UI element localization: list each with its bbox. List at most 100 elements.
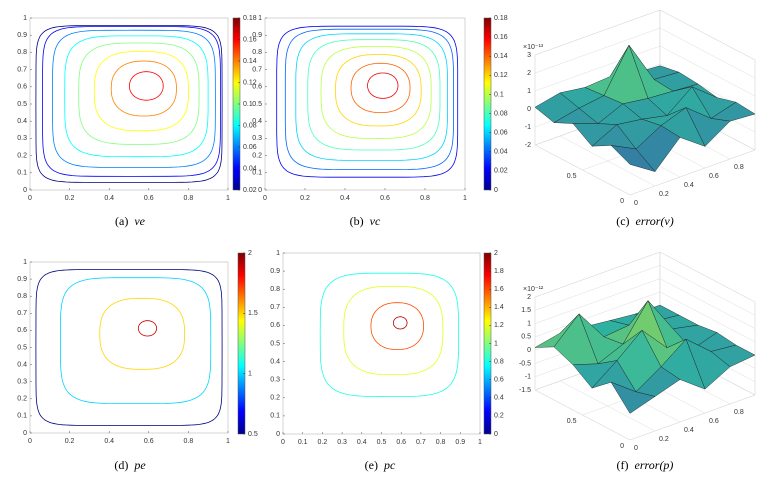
z-tick-label: 1.5 <box>521 307 531 314</box>
colorbar-tick-label: 1.2 <box>494 322 504 329</box>
contour-line <box>52 29 216 168</box>
colorbar-tick-label: 0.1 <box>243 101 253 108</box>
y-tick-label: 0 <box>258 187 262 194</box>
x-tick-label: 0.2 <box>65 438 75 445</box>
colorbar-tick-label: 0 <box>494 187 498 194</box>
contour-line <box>335 54 422 127</box>
caption: (d) pe <box>114 458 146 472</box>
contour-line <box>42 26 221 177</box>
y-tick-label: 0.3 <box>270 377 280 384</box>
y-tick-label: 0.4 <box>270 358 280 365</box>
x-tick-label: 0.3 <box>337 439 347 446</box>
z-tick-label: -1 <box>525 124 531 131</box>
x-tick-label: 0 <box>281 439 285 446</box>
plot-frame <box>29 17 229 191</box>
colorbar-tick-label: 0.08 <box>494 110 508 117</box>
y-tick-label: 0.5 <box>17 344 27 351</box>
caption-label: (c) <box>616 214 629 228</box>
x-tick-label: 0.8 <box>436 439 446 446</box>
x-tick-label: 0.4 <box>684 182 694 189</box>
y-tick-label: 0.6 <box>252 84 262 91</box>
y-tick-label: 0 <box>23 430 27 437</box>
colorbar-tick-label: 0.04 <box>243 165 257 172</box>
y-tick-label: 0.8 <box>17 293 27 300</box>
y-tick-label: 0 <box>276 431 280 438</box>
colorbar-tick-label: 0.16 <box>243 36 257 43</box>
z-tick-label: 2 <box>527 294 531 301</box>
caption: (c) error(v) <box>616 214 674 228</box>
z-tick-label: 1 <box>527 320 531 327</box>
colorbar-tick-label: 2 <box>494 250 498 257</box>
x-tick-label: 0.4 <box>684 427 694 434</box>
y-tick-label: 0.5 <box>17 101 27 108</box>
x-tick-label: 0.6 <box>709 418 719 425</box>
colorbar-tick-label: 2 <box>248 250 252 257</box>
colorbar-tick-label: 0.14 <box>243 58 257 65</box>
grid-line <box>534 251 756 303</box>
caption-name: pe <box>133 458 146 472</box>
contour-line <box>59 277 212 404</box>
y-tick-label: 0.3 <box>252 135 262 142</box>
y-tick-label: 0.6 <box>270 322 280 329</box>
colorbar-tick-label: 0.06 <box>494 130 508 137</box>
contour-line <box>319 272 459 397</box>
colorbar-tick-label: 1.4 <box>494 304 504 311</box>
y-tick-label: 0.5 <box>567 173 577 180</box>
contour-line <box>276 25 459 178</box>
y-tick-label: 0.7 <box>270 304 280 311</box>
x-tick-label: 0.4 <box>357 439 367 446</box>
x-tick-label: 0 <box>634 445 638 452</box>
x-tick-label: 0.2 <box>659 436 669 443</box>
z-tick-label: -1.5 <box>519 387 531 394</box>
y-tick-label: 1 <box>258 15 262 22</box>
colorbar-tick-label: 0.02 <box>243 187 257 194</box>
x-tick-label: 0.4 <box>104 195 114 202</box>
x-tick-label: 0.9 <box>455 439 465 446</box>
x-tick-label: 0.8 <box>420 195 430 202</box>
contour-line <box>284 28 454 170</box>
y-tick-label: 0.5 <box>270 340 280 347</box>
z-tick-label: -2 <box>525 142 531 149</box>
caption-name: ve <box>134 214 145 228</box>
caption-name: error(p) <box>635 458 674 472</box>
caption: (b) vc <box>350 214 381 228</box>
x-tick-label: 0 <box>28 195 32 202</box>
x-tick-label: 0.7 <box>416 439 426 446</box>
contour-line <box>110 60 177 117</box>
colorbar-tick-label: 0.5 <box>248 431 258 438</box>
contour-line <box>320 46 432 139</box>
caption-name: pc <box>383 458 396 472</box>
colorbar-tick-label: 0.18 <box>243 15 257 22</box>
y-tick-label: 0.7 <box>17 310 27 317</box>
y-tick-label: 1 <box>276 250 280 257</box>
y-tick-label: 0.1 <box>270 413 280 420</box>
contour-line <box>78 42 200 145</box>
x-tick-label: 0 <box>28 438 32 445</box>
colorbar <box>237 252 246 435</box>
colorbar-tick-label: 0.12 <box>494 72 508 79</box>
colorbar-tick-label: 1 <box>248 371 252 378</box>
z-tick-label: 3 <box>527 52 531 59</box>
grid-line <box>534 278 756 329</box>
y-tick-label: 0.6 <box>17 327 27 334</box>
y-tick-label: 0.8 <box>252 49 262 56</box>
y-tick-label: 0.1 <box>252 170 262 177</box>
z-tick-label: 0 <box>527 347 531 354</box>
x-tick-label: 0.2 <box>659 191 669 198</box>
y-tick-label: 0.8 <box>270 286 280 293</box>
contour-line <box>64 35 209 158</box>
colorbar-tick-label: 1.6 <box>494 286 504 293</box>
y-tick-label: 0.7 <box>252 66 262 73</box>
colorbar-tick-label: 0.04 <box>494 149 508 156</box>
colorbar-tick-label: 0.18 <box>494 15 508 22</box>
colorbar-tick-label: 0.14 <box>494 53 508 60</box>
y-tick-label: 0.5 <box>252 101 262 108</box>
colorbar-tick-label: 1.8 <box>494 268 504 275</box>
x-tick-label: 0.2 <box>300 195 310 202</box>
z-tick-label: 1 <box>527 88 531 95</box>
x-tick-label: 0 <box>263 195 267 202</box>
contour-line <box>343 285 444 375</box>
x-tick-label: 0.6 <box>144 438 154 445</box>
x-tick-label: 0.6 <box>396 439 406 446</box>
y-tick-label: 0.9 <box>252 32 262 39</box>
